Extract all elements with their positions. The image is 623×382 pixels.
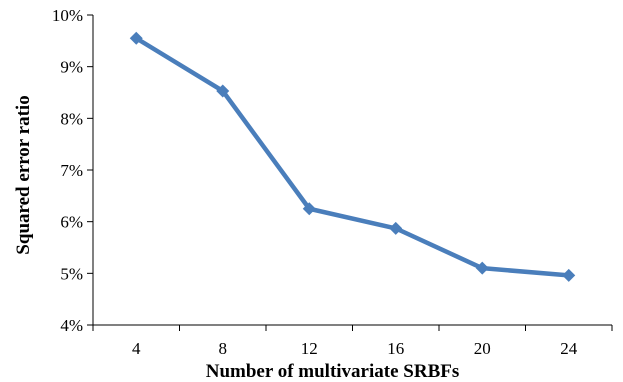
x-tick-label: 24 (560, 339, 578, 358)
x-tick-label: 4 (132, 339, 141, 358)
x-tick-label: 12 (301, 339, 318, 358)
y-tick-label: 7% (60, 161, 83, 180)
y-tick-label: 10% (52, 6, 83, 25)
data-point-marker (216, 84, 230, 98)
y-axis-ticks: 4% 5% 6% 7% 8% 9% 10% (52, 6, 93, 335)
x-axis-title: Number of multivariate SRBFs (206, 361, 460, 382)
y-axis-title: Squared error ratio (13, 95, 34, 254)
y-tick-label: 6% (60, 213, 83, 232)
y-tick-label: 5% (60, 264, 83, 283)
y-tick-label: 8% (60, 109, 83, 128)
y-tick-label: 9% (60, 58, 83, 77)
series-line (135, 36, 569, 278)
y-tick-label: 4% (60, 316, 83, 335)
x-tick-label: 8 (219, 339, 228, 358)
data-point-marker (302, 202, 316, 216)
series-group (129, 31, 576, 282)
x-tick-label: 16 (387, 339, 404, 358)
data-point-marker (562, 268, 576, 282)
x-axis-ticks: 4 8 12 16 20 24 (92, 325, 613, 358)
data-point-marker (475, 261, 489, 275)
x-tick-label: 20 (474, 339, 491, 358)
data-point-marker (389, 221, 403, 235)
data-point-marker (129, 31, 143, 45)
